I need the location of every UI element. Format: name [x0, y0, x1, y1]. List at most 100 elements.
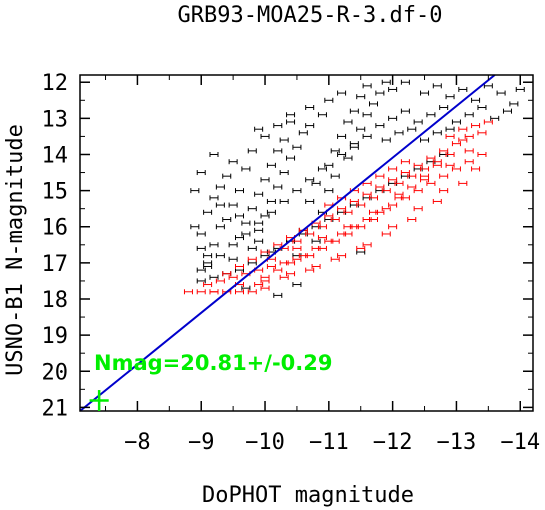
y-axis-label: USNO-B1 N-magnitude: [3, 124, 28, 376]
star-point: [439, 105, 449, 111]
calibration-point: [362, 242, 372, 248]
star-point: [235, 188, 245, 194]
star-point: [305, 198, 315, 204]
star-point: [273, 123, 283, 129]
star-point: [215, 253, 225, 259]
calibration-point: [337, 231, 347, 237]
star-point: [279, 198, 289, 204]
calibration-point: [439, 173, 449, 179]
calibration-point: [407, 173, 417, 179]
star-point: [432, 83, 442, 89]
calibration-point: [337, 253, 347, 259]
star-point: [375, 90, 385, 96]
star-point: [324, 162, 334, 168]
star-point: [317, 112, 327, 118]
star-point: [426, 112, 436, 118]
calibration-point: [477, 151, 487, 157]
calibration-point: [247, 289, 257, 295]
y-tick-label: 17: [42, 252, 69, 277]
star-point: [337, 151, 347, 157]
star-point: [343, 155, 353, 161]
star-point: [273, 292, 283, 298]
star-point: [305, 177, 315, 183]
calibration-point: [196, 289, 206, 295]
star-point: [215, 224, 225, 230]
star-point: [413, 119, 423, 125]
all-stars-series: [190, 79, 525, 298]
star-point: [324, 188, 334, 194]
star-point: [458, 86, 468, 92]
star-point: [279, 170, 289, 176]
star-point: [292, 144, 302, 150]
star-point: [196, 267, 206, 273]
calibration-point: [260, 274, 270, 280]
star-point: [362, 83, 372, 89]
calibration-point: [311, 263, 321, 269]
calibration-point: [451, 166, 461, 172]
y-tick-label: 19: [42, 324, 69, 349]
calibration-point: [254, 282, 264, 288]
x-tick-label: −10: [245, 430, 285, 455]
calibration-point: [445, 162, 455, 168]
star-point: [222, 217, 232, 223]
star-point: [330, 173, 340, 179]
star-point: [260, 133, 270, 139]
calibration-point: [266, 263, 276, 269]
calibration-point: [324, 238, 334, 244]
y-tick-label: 18: [42, 288, 69, 313]
y-tick-label: 16: [42, 216, 69, 241]
calibration-point: [286, 271, 296, 277]
calibration-point: [209, 289, 219, 295]
star-point: [349, 108, 359, 114]
star-point: [228, 159, 238, 165]
calibration-point: [471, 166, 481, 172]
calibration-point: [362, 217, 372, 223]
calibration-point: [298, 253, 308, 259]
star-point: [375, 123, 385, 129]
star-point: [311, 180, 321, 186]
calibration-point: [247, 256, 257, 262]
star-point: [388, 115, 398, 121]
star-point: [190, 188, 200, 194]
plot-frame: [79, 74, 534, 412]
star-point: [260, 213, 270, 219]
calibration-point: [235, 263, 245, 269]
calibration-point: [305, 231, 315, 237]
star-point: [260, 177, 270, 183]
star-point: [254, 191, 264, 197]
star-point: [247, 206, 257, 212]
calibration-point: [432, 159, 442, 165]
star-point: [286, 119, 296, 125]
y-tick-label: 12: [42, 71, 69, 96]
chart-title: GRB93-MOA25-R-3.df-0: [178, 3, 443, 28]
star-point: [483, 83, 493, 89]
calibration-point: [381, 231, 391, 237]
star-point: [241, 231, 251, 237]
star-point: [337, 133, 347, 139]
star-point: [247, 245, 257, 251]
star-point: [349, 141, 359, 147]
calibration-point: [183, 289, 193, 295]
calibration-point: [324, 213, 334, 219]
star-point: [203, 253, 213, 259]
star-point: [356, 126, 366, 132]
star-point: [394, 130, 404, 136]
star-point: [222, 173, 232, 179]
star-point: [349, 144, 359, 150]
star-point: [215, 202, 225, 208]
star-point: [305, 105, 315, 111]
calibration-point: [375, 184, 385, 190]
star-point: [362, 112, 372, 118]
star-point: [362, 133, 372, 139]
star-point: [266, 209, 276, 215]
calibration-point: [356, 202, 366, 208]
star-point: [209, 242, 219, 248]
y-tick-label: 20: [42, 360, 69, 385]
star-point: [266, 162, 276, 168]
calibration-point: [420, 177, 430, 183]
star-point: [368, 101, 378, 107]
calibration-point: [343, 209, 353, 215]
star-point: [273, 148, 283, 154]
calibration-point: [400, 195, 410, 201]
